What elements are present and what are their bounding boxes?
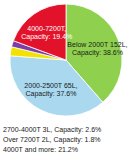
slice-label: Over 7200T 2L, Capacity: 1.8% <box>3 136 101 144</box>
annotation: 4000T and more: 21.2% <box>3 146 78 153</box>
slice-label: 2000-2500T 65L,Capacity: 37.6% <box>24 82 77 98</box>
slice-label-line: Capacity: 38.6% <box>72 49 123 57</box>
slice-label-line: Below 2000T 152L, <box>67 41 127 48</box>
slice-label: Below 2000T 152L,Capacity: 38.6% <box>67 41 127 57</box>
slice-label-line: 2000-2500T 65L, <box>24 82 77 89</box>
slice-label: 2700-4000T 3L, Capacity: 2.6% <box>3 126 101 134</box>
slice-label-line: Capacity: 19.4% <box>21 33 72 41</box>
slice-label-line: 4000-7200T, <box>27 25 66 32</box>
slice-label: 4000-7200T,Capacity: 19.4% <box>21 25 72 41</box>
pie-slice <box>10 56 103 116</box>
chart: Below 2000T 152L,Capacity: 38.6% 2000-250… <box>0 0 133 166</box>
pie: Below 2000T 152L,Capacity: 38.6% 2000-250… <box>10 4 128 116</box>
slice-label-line: Capacity: 37.6% <box>25 90 76 98</box>
